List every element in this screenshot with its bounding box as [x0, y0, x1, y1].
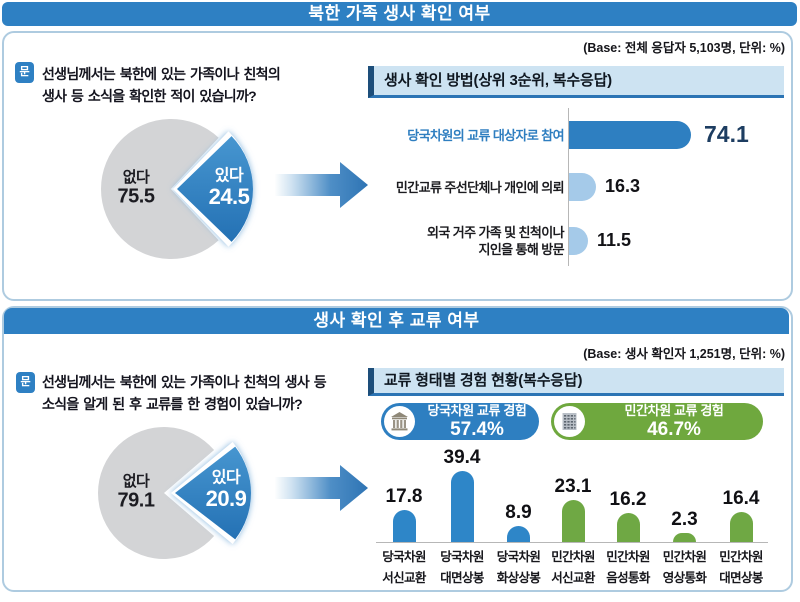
government-building-icon — [391, 412, 408, 431]
right-arrow-icon — [272, 461, 372, 521]
pie-label-no: 없다 — [123, 473, 150, 490]
pie-value-yes: 20.9 — [206, 486, 247, 511]
panel1-base-note: (Base: 전체 응답자 5,103명, 단위: %) — [583, 41, 785, 55]
badge-icon-circle — [554, 406, 585, 437]
check-methods-bar-chart: 당국차원의 교류 대상자로 참여 74.1 민간교류 주선단체나 개인에 의뢰 16.… — [372, 106, 787, 268]
badge-value: 46.7% — [647, 419, 701, 440]
panel2-question-line2: 소식을 알게 된 후 교류를 한 경험이 있습니까? — [42, 396, 303, 412]
hbar-category-label: 당국차원의 교류 대상자로 참여 — [407, 127, 564, 143]
vbar-value: 23.1 — [554, 476, 592, 497]
badge-texts: 민간차원 교류 경험 46.7% — [585, 404, 763, 439]
arrow-svg — [275, 162, 368, 208]
pie-slice-no — [98, 427, 215, 559]
panel2-section-header: 교류 형태별 경험 현황(복수응답) — [368, 368, 784, 396]
panel1-question-line2: 생사 등 소식을 확인한 적이 있습니까? — [42, 88, 257, 104]
vbar-bar — [450, 471, 474, 542]
vbar-category-label: 당국차원 대면상봉 — [440, 550, 484, 585]
pie-value-no: 79.1 — [118, 490, 155, 512]
badge-label: 당국차원 교류 경험 — [427, 403, 527, 418]
hbar-category-label: 외국 거주 가족 및 친척이나 지인을 통해 방문 — [426, 225, 565, 257]
panel2-title-bar: 생사 확인 후 교류 여부 — [4, 308, 789, 334]
vbar-bar — [673, 533, 696, 542]
vbar-bar — [616, 513, 640, 542]
hbar-bar — [569, 173, 596, 201]
panel1-section-header: 생사 확인 방법(상위 3순위, 복수응답) — [368, 66, 784, 98]
vbar-category-label: 민간차원 음성통화 — [606, 550, 650, 585]
pie-label-yes: 있다 — [215, 166, 244, 185]
arrow-shape — [275, 162, 368, 208]
vbar-bar — [561, 500, 585, 542]
vbar-bar — [392, 510, 416, 542]
badge-icon-circle — [384, 406, 415, 437]
hbar-axis — [568, 108, 569, 266]
badge-government-exchange: 당국차원 교류 경험 57.4% — [381, 403, 539, 440]
exchange-types-bar-chart: 17.8 당국차원 서신교환 39.4 당국차원 대면상봉 8.9 당국차원 화상상봉 23.1 민… — [376, 447, 776, 598]
vbar-value: 8.9 — [505, 502, 532, 523]
hbar-value: 16.3 — [605, 175, 641, 196]
badge-texts: 당국차원 교류 경험 57.4% — [415, 404, 539, 439]
panel1-question-line1: 선생님께서는 북한에 있는 가족이나 친척의 — [42, 66, 281, 82]
panel2-question: 선생님께서는 북한에 있는 가족이나 친척의 생사 등 소식을 알게 된 후 교… — [42, 371, 327, 415]
pie-slice-yes — [177, 136, 253, 242]
right-arrow-icon — [272, 158, 372, 218]
vbar-category-label: 당국차원 화상상봉 — [496, 550, 541, 585]
apartment-building-icon — [562, 413, 577, 430]
vbar-value: 16.2 — [609, 489, 647, 510]
pie-value-no: 75.5 — [118, 186, 155, 208]
vbar-bar — [507, 526, 530, 542]
panel2-question-line1: 선생님께서는 북한에 있는 가족이나 친척의 생사 등 — [42, 374, 327, 390]
hbar-bar — [569, 121, 691, 149]
badge-value: 57.4% — [450, 419, 504, 440]
panel1-question: 선생님께서는 북한에 있는 가족이나 친척의 생사 등 소식을 확인한 적이 있… — [42, 63, 281, 107]
vbar-value: 17.8 — [385, 486, 423, 507]
question-icon: 문 — [16, 372, 35, 393]
pie-value-yes: 24.5 — [209, 184, 250, 209]
vbar-value: 39.4 — [443, 447, 481, 468]
arrow-shape — [275, 465, 368, 511]
hbar-category-label: 민간교류 주선단체나 개인에 의뢰 — [395, 179, 565, 195]
vbar-baseline — [376, 542, 768, 543]
panel1-title: 북한 가족 생사 확인 여부 — [308, 4, 491, 23]
panel2-base-note: (Base: 생사 확인자 1,251명, 단위: %) — [583, 347, 785, 361]
badge-private-exchange: 민간차원 교류 경험 46.7% — [551, 403, 763, 440]
vbar-category-label: 당국차원 서신교환 — [382, 550, 426, 585]
arrow-svg — [275, 465, 368, 511]
pie-label-yes: 있다 — [212, 468, 241, 487]
vbar-category-label: 민간차원 대면상봉 — [719, 550, 763, 585]
pie-slice-yes — [175, 446, 251, 540]
hbar-value: 11.5 — [597, 229, 632, 250]
panel1-title-bar: 북한 가족 생사 확인 여부 — [2, 2, 797, 26]
panel2-title: 생사 확인 후 교류 여부 — [313, 311, 480, 330]
survival-check-pie: 없다 75.5 있다 24.5 — [90, 108, 275, 273]
hbar-value: 74.1 — [704, 120, 749, 147]
pie-slice-no — [101, 118, 219, 259]
vbar-category-label: 민간차원 서신교환 — [551, 550, 595, 585]
vbar-value: 16.4 — [722, 488, 760, 509]
hbar-bar — [569, 227, 588, 255]
exchange-pie: 없다 79.1 있다 20.9 — [83, 412, 268, 577]
pie-label-no: 없다 — [123, 169, 150, 186]
vbar-category-label: 민간차원 영상통화 — [662, 550, 707, 585]
question-icon: 문 — [15, 62, 34, 83]
vbar-value: 2.3 — [671, 509, 698, 530]
badge-label: 민간차원 교류 경험 — [624, 403, 724, 418]
vbar-bar — [729, 512, 753, 542]
